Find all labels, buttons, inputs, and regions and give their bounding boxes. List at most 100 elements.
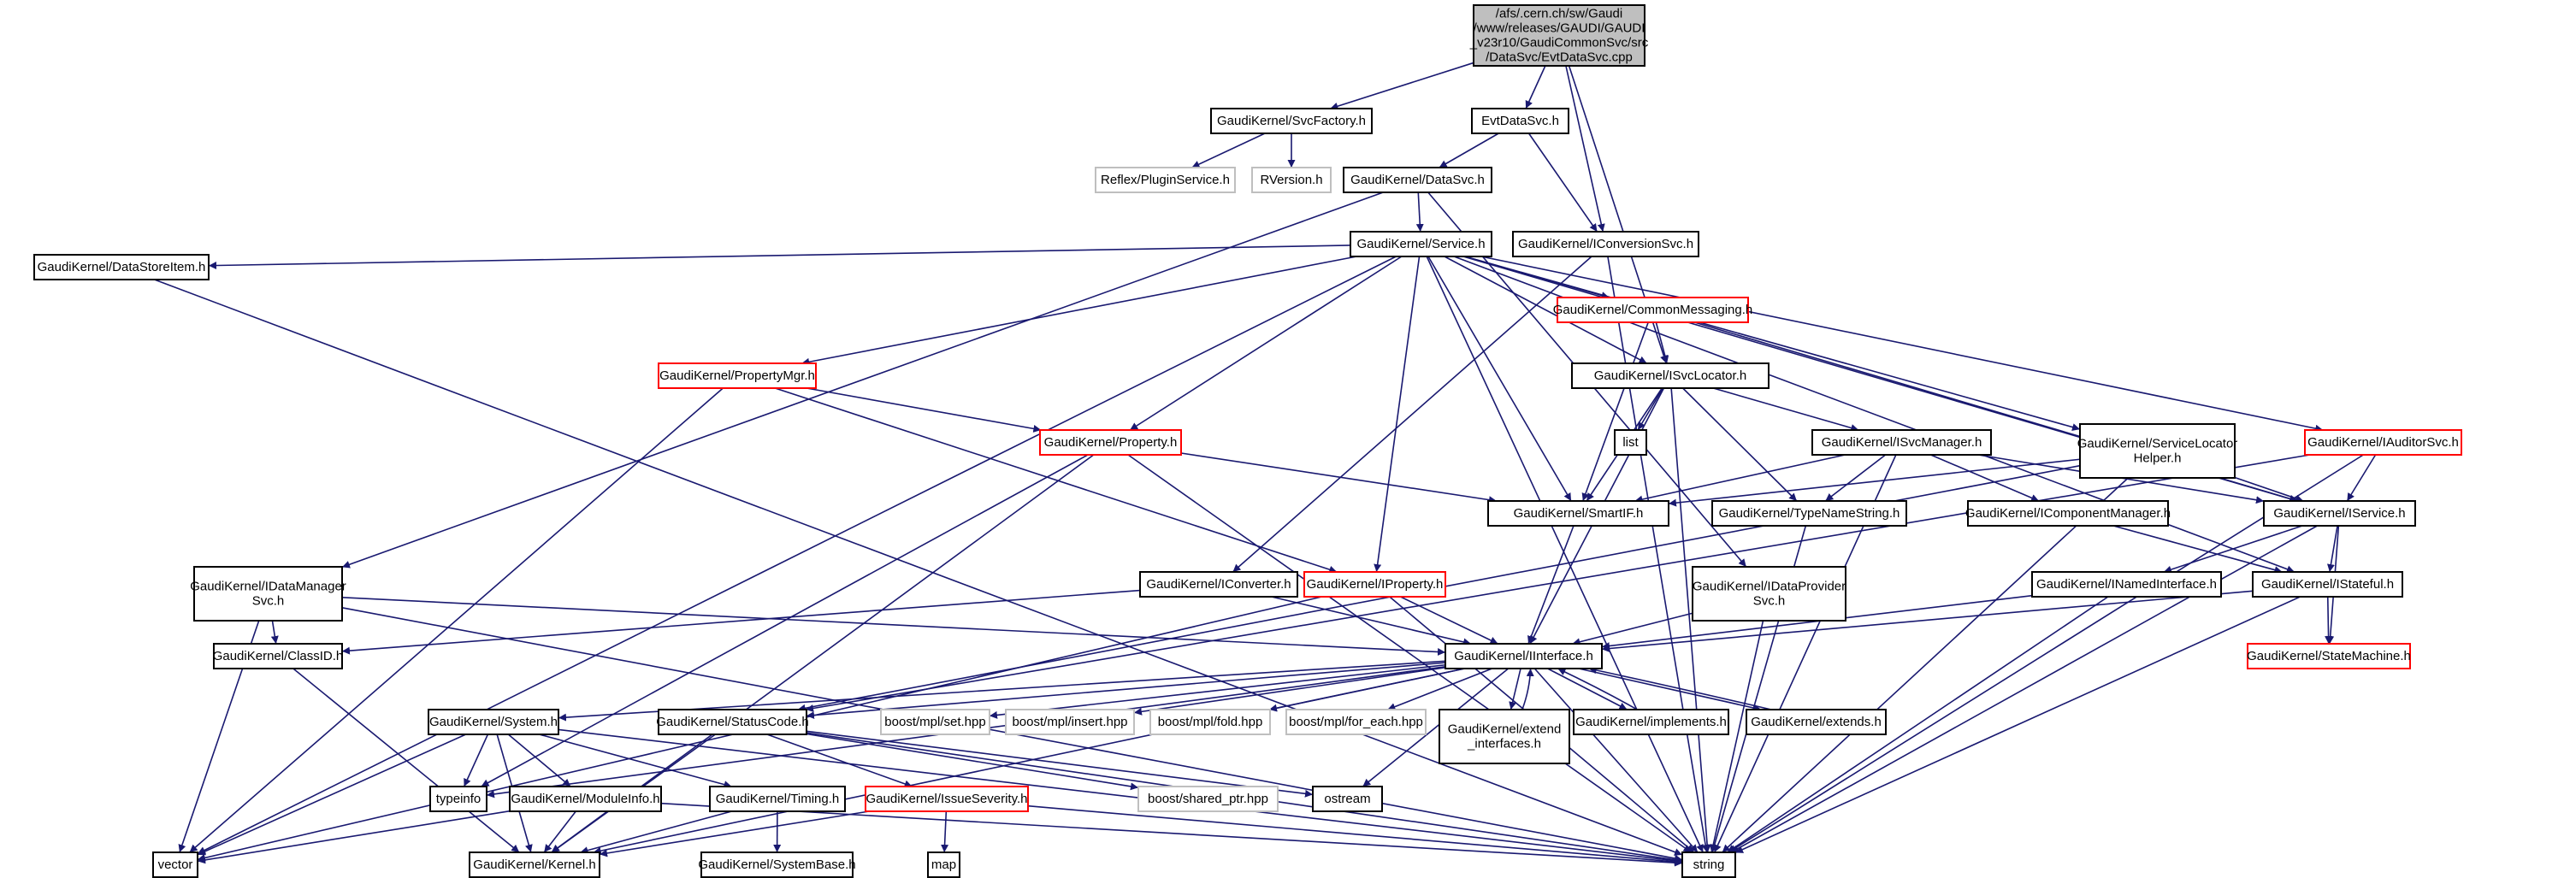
node-box — [429, 786, 487, 812]
node-service[interactable]: GaudiKernel/Service.h — [1350, 231, 1492, 257]
node-classid[interactable]: GaudiKernel/ClassID.h — [213, 643, 344, 669]
edge-iservice-to-string — [1730, 525, 2318, 853]
node-isvcmgr[interactable]: GaudiKernel/ISvcManager.h — [1811, 429, 1992, 456]
node-extendif[interactable]: GaudiKernel/extend_interfaces.h — [1439, 709, 1570, 764]
node-string[interactable]: string — [1681, 851, 1736, 878]
node-label: boost/mpl/set.hpp — [884, 715, 985, 729]
node-label: GaudiKernel/System.h — [429, 715, 558, 729]
node-mplfold: boost/mpl/fold.hpp — [1149, 709, 1271, 735]
node-statemachine[interactable]: GaudiKernel/StateMachine.h — [2247, 643, 2411, 669]
node-label: GaudiKernel/PropertyMgr.h — [659, 368, 815, 383]
node-box — [1473, 4, 1645, 67]
node-commonmsg[interactable]: GaudiKernel/CommonMessaging.h — [1553, 297, 1752, 323]
node-propmgr[interactable]: GaudiKernel/PropertyMgr.h — [658, 362, 817, 389]
node-smartif[interactable]: GaudiKernel/SmartIF.h — [1487, 500, 1669, 527]
node-extends[interactable]: GaudiKernel/extends.h — [1746, 709, 1887, 735]
node-label: GaudiKernel/ISvcManager.h — [1822, 435, 1982, 450]
node-box — [2304, 429, 2462, 456]
node-box — [1285, 709, 1427, 735]
edge-idatamgr-to-classid — [270, 620, 279, 645]
edge-iinterface-to-extends — [1578, 668, 1762, 712]
edge-datasvc-to-idatamgr — [341, 192, 1384, 569]
node-datasvc[interactable]: GaudiKernel/DataSvc.h — [1343, 167, 1492, 193]
edge-iinterface-to-ostream — [1362, 668, 1510, 787]
node-box — [1967, 500, 2169, 527]
edge-iinterface-to-kernel — [593, 668, 1465, 855]
node-issuesev[interactable]: GaudiKernel/IssueSeverity.h — [865, 786, 1029, 812]
node-box — [1557, 297, 1749, 323]
node-label: GaudiKernel/ServiceLocator — [2077, 437, 2238, 451]
node-box — [1512, 231, 1699, 257]
node-typename[interactable]: GaudiKernel/TypeNameString.h — [1711, 500, 1907, 527]
node-typeinfo[interactable]: typeinfo — [429, 786, 487, 812]
node-moduleinfo[interactable]: GaudiKernel/ModuleInfo.h — [509, 786, 662, 812]
node-property[interactable]: GaudiKernel/Property.h — [1039, 429, 1182, 456]
node-box — [193, 566, 343, 622]
edge-property-to-typeinfo — [481, 454, 1089, 787]
node-label: EvtDataSvc.h — [1481, 114, 1559, 128]
node-iservice[interactable]: GaudiKernel/IService.h — [2263, 500, 2416, 527]
node-label: GaudiKernel/INamedInterface.h — [2036, 577, 2217, 592]
node-iinterface[interactable]: GaudiKernel/IInterface.h — [1445, 643, 1603, 669]
node-svcfactory[interactable]: GaudiKernel/SvcFactory.h — [1210, 108, 1373, 134]
node-box — [1095, 167, 1236, 193]
node-label: GaudiKernel/Kernel.h — [473, 857, 595, 872]
edge-statuscode-to-sharedptr — [806, 733, 1139, 791]
edge-commonmsg-to-smartif — [1581, 321, 1649, 502]
edge-svcfactory-to-plugin — [1191, 133, 1266, 168]
node-label: /afs/.cern.ch/sw/Gaudi — [1496, 7, 1622, 21]
node-vector[interactable]: vector — [152, 851, 198, 878]
node-box — [1139, 571, 1298, 598]
node-label: GaudiKernel/ClassID.h — [213, 649, 344, 663]
node-kernel[interactable]: GaudiKernel/Kernel.h — [469, 851, 600, 878]
edge-isvcmgr-to-typename — [1824, 454, 1887, 502]
node-label: ostream — [1324, 792, 1370, 806]
node-label: GaudiKernel/StatusCode.h — [656, 715, 808, 729]
node-box — [1149, 709, 1271, 735]
node-systembase[interactable]: GaudiKernel/SystemBase.h — [698, 851, 856, 878]
node-label: Svc.h — [1753, 594, 1786, 609]
node-iconverter[interactable]: GaudiKernel/IConverter.h — [1139, 571, 1298, 598]
node-box — [658, 362, 817, 389]
edge-issuesev-to-string — [1027, 804, 1683, 866]
node-list[interactable]: list — [1614, 429, 1647, 456]
node-label: boost/mpl/insert.hpp — [1012, 715, 1127, 729]
nodes-layer: /afs/.cern.ch/sw/Gaudi/www/releases/GAUD… — [33, 4, 2462, 878]
edge-timing-to-kernel — [580, 810, 732, 854]
node-istateful[interactable]: GaudiKernel/IStateful.h — [2252, 571, 2403, 598]
edge-system-to-typeinfo — [463, 734, 489, 787]
node-iproperty[interactable]: GaudiKernel/IProperty.h — [1303, 571, 1446, 598]
edge-iservice-to-istateful — [2327, 525, 2338, 573]
node-iauditor[interactable]: GaudiKernel/IAuditorSvc.h — [2304, 429, 2462, 456]
node-box — [152, 851, 198, 878]
node-timing[interactable]: GaudiKernel/Timing.h — [709, 786, 846, 812]
node-box — [1573, 709, 1729, 735]
edge-extendif-to-iinterface — [1521, 668, 1534, 710]
node-label: Svc.h — [252, 594, 285, 609]
node-label: vector — [158, 857, 193, 872]
edge-iconv-to-string — [1607, 256, 1710, 853]
node-label: GaudiKernel/SmartIF.h — [1514, 506, 1644, 521]
edge-extends-to-iinterface — [1588, 666, 1772, 710]
edge-system-to-vector — [197, 734, 467, 856]
node-system[interactable]: GaudiKernel/System.h — [428, 709, 559, 735]
node-mplforeach: boost/mpl/for_each.hpp — [1285, 709, 1427, 735]
node-icompmgr[interactable]: GaudiKernel/IComponentManager.h — [1965, 500, 2171, 527]
edge-datasvc-to-service — [1415, 192, 1424, 233]
node-label: GaudiKernel/IConversionSvc.h — [1518, 237, 1693, 251]
node-ostream[interactable]: ostream — [1312, 786, 1383, 812]
node-isvcloc[interactable]: GaudiKernel/ISvcLocator.h — [1571, 362, 1770, 389]
edge-iinterface-to-mplforeach — [1387, 668, 1492, 710]
node-evtdatasvc[interactable]: EvtDataSvc.h — [1471, 108, 1569, 134]
node-datastore[interactable]: GaudiKernel/DataStoreItem.h — [33, 254, 210, 280]
node-root[interactable]: /afs/.cern.ch/sw/Gaudi/www/releases/GAUD… — [1469, 4, 1649, 67]
node-map[interactable]: map — [927, 851, 960, 878]
node-inamed[interactable]: GaudiKernel/INamedInterface.h — [2031, 571, 2222, 598]
node-iconv[interactable]: GaudiKernel/IConversionSvc.h — [1512, 231, 1699, 257]
node-statuscode[interactable]: GaudiKernel/StatusCode.h — [656, 709, 809, 735]
node-implements[interactable]: GaudiKernel/implements.h — [1573, 709, 1729, 735]
edge-service-to-smartif — [1427, 256, 1572, 502]
